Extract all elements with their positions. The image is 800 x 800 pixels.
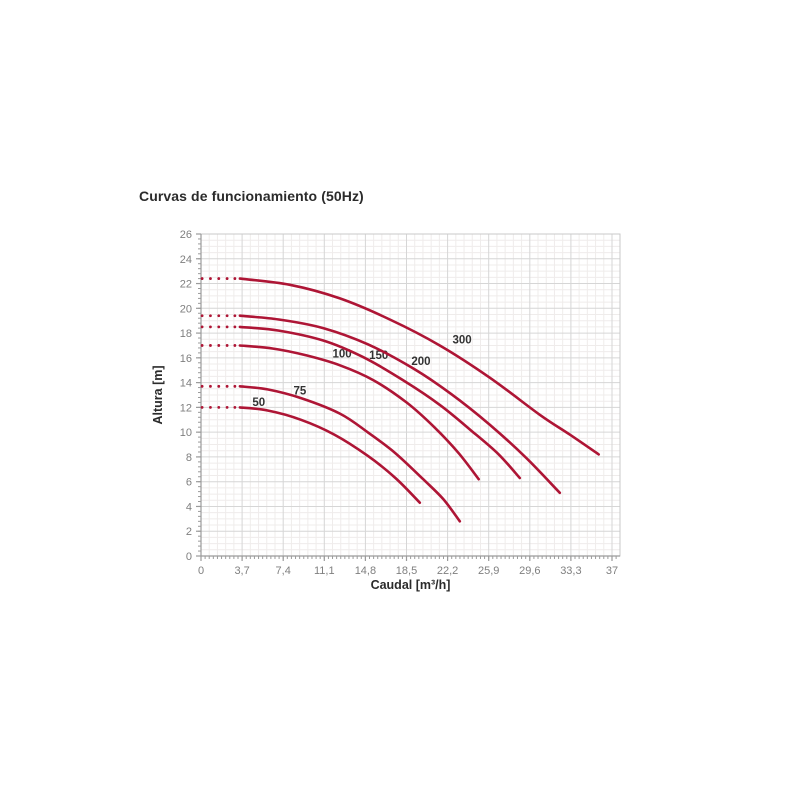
curve-dotted-prefix-75 — [200, 384, 204, 388]
curve-dotted-prefix-150 — [200, 325, 204, 329]
curve-dotted-prefix-150 — [233, 325, 237, 329]
x-tick-label: 25,9 — [478, 565, 499, 577]
curve-dotted-prefix-100 — [200, 344, 204, 347]
curve-label-50: 50 — [252, 397, 265, 409]
pump-curve-150 — [238, 325, 522, 480]
y-tick-label: 22 — [180, 279, 192, 291]
y-tick-label: 14 — [180, 378, 192, 390]
x-tick-label: 3,7 — [234, 565, 249, 577]
curve-dotted-prefix-75 — [233, 384, 237, 388]
curve-dotted-prefix-200 — [217, 314, 221, 318]
curve-dotted-prefix-150 — [225, 325, 229, 329]
curve-dotted-prefix-300 — [209, 277, 212, 280]
x-tick-label: 37 — [606, 565, 618, 577]
curve-dotted-prefix-150 — [209, 325, 212, 329]
y-tick-label: 4 — [186, 501, 192, 513]
x-axis-label: Caudal [m³/h] — [370, 578, 451, 592]
y-tick-label: 2 — [186, 526, 192, 538]
curve-dotted-prefix-50 — [225, 405, 229, 409]
pump-curve-75 — [238, 385, 462, 523]
x-tick-label: 22,2 — [437, 565, 458, 577]
pump-curve-300 — [238, 277, 600, 456]
pump-curve-200 — [238, 314, 562, 495]
x-tick-label: 33,3 — [560, 565, 581, 577]
curve-dotted-prefix-300 — [233, 277, 237, 280]
curve-dotted-prefix-300 — [217, 277, 221, 280]
curve-dotted-prefix-100 — [217, 344, 221, 347]
pump-curve-50 — [238, 406, 422, 504]
y-tick-label: 8 — [186, 452, 192, 464]
y-tick-label: 0 — [186, 551, 192, 563]
x-tick-label: 7,4 — [276, 565, 291, 577]
y-tick-label: 24 — [180, 254, 192, 266]
curve-dotted-prefix-50 — [200, 405, 204, 409]
x-tick-label: 29,6 — [519, 565, 540, 577]
curve-dotted-prefix-200 — [225, 314, 229, 318]
y-tick-label: 16 — [180, 353, 192, 365]
curve-label-300: 300 — [452, 334, 471, 346]
curve-dotted-prefix-200 — [209, 314, 212, 318]
y-tick-label: 26 — [180, 229, 192, 241]
x-tick-label: 18,5 — [396, 565, 417, 577]
chart-title: Curvas de funcionamiento (50Hz) — [139, 188, 364, 204]
curve-dotted-prefix-100 — [225, 344, 229, 347]
curve-label-75: 75 — [293, 386, 306, 398]
curve-dotted-prefix-100 — [233, 344, 237, 347]
curve-dotted-prefix-150 — [217, 325, 221, 329]
y-tick-label: 18 — [180, 328, 192, 340]
curve-dotted-prefix-50 — [233, 405, 237, 409]
y-tick-label: 10 — [180, 427, 192, 439]
curve-dotted-prefix-50 — [217, 405, 221, 409]
curve-label-200: 200 — [411, 356, 430, 368]
y-tick-label: 12 — [180, 402, 192, 414]
curve-label-100: 100 — [332, 349, 351, 361]
curve-dotted-prefix-50 — [209, 405, 212, 409]
y-tick-label: 20 — [180, 303, 192, 315]
curve-dotted-prefix-75 — [217, 384, 221, 388]
x-tick-label: 14,8 — [355, 565, 376, 577]
curve-dotted-prefix-300 — [200, 277, 204, 280]
x-tick-label: 11,1 — [314, 565, 335, 577]
curve-dotted-prefix-200 — [200, 314, 204, 318]
y-tick-label: 6 — [186, 477, 192, 489]
curve-dotted-prefix-200 — [233, 314, 237, 318]
curve-dotted-prefix-75 — [225, 384, 229, 388]
curve-dotted-prefix-300 — [225, 277, 229, 280]
pump-curve-100 — [238, 344, 480, 481]
curve-dotted-prefix-75 — [209, 384, 212, 388]
curve-dotted-prefix-100 — [209, 344, 212, 347]
x-tick-label: 0 — [198, 565, 204, 577]
